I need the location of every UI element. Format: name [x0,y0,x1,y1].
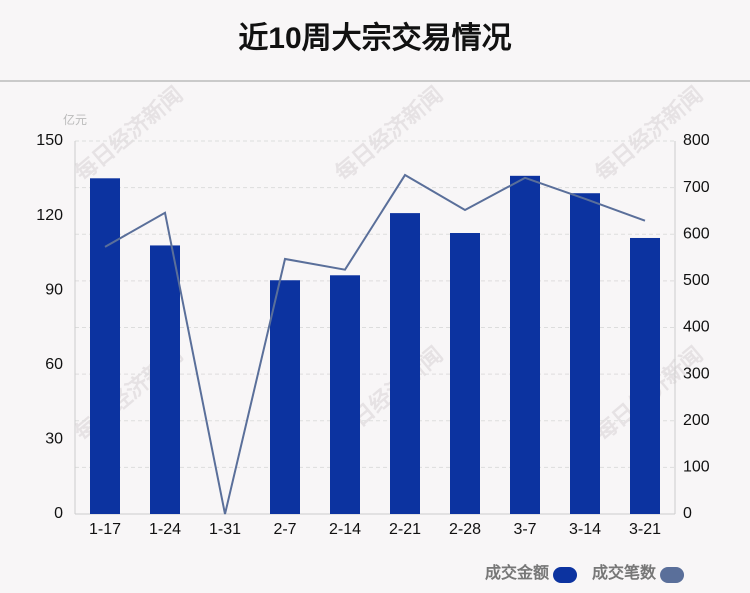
x-tick-label: 2-28 [449,521,481,538]
y-unit: 亿元 [63,112,87,127]
y2-tick-label: 400 [683,319,710,336]
y2-tick-label: 0 [683,505,692,522]
y2-tick-label: 500 [683,272,710,289]
legend-swatch [553,567,578,583]
y2-tick-label: 700 [683,179,710,196]
bar [390,213,420,514]
bar [510,175,540,514]
y2-tick-label: 800 [683,132,710,149]
legend-swatch [660,567,685,583]
y-tick-label: 60 [45,356,63,373]
bar [570,193,600,514]
legend-label: 成交金额 [485,563,549,582]
x-tick-label: 1-31 [209,521,241,538]
y2-tick-label: 100 [683,459,710,476]
bar [450,233,480,515]
y-tick-label: 30 [45,431,63,448]
x-tick-label: 2-14 [329,521,361,538]
bar [630,237,660,515]
chart-title: 近10周大宗交易情况 [238,21,511,55]
x-tick-label: 3-14 [569,521,601,538]
x-tick-label: 3-21 [629,521,661,538]
bar [90,178,120,515]
y2-tick-label: 300 [683,365,710,382]
bar [150,245,180,514]
x-tick-label: 1-24 [149,521,181,538]
line [104,173,646,515]
y2-tick-label: 200 [683,412,710,429]
x-tick-label: 3-7 [513,521,536,538]
legend-label: 成交笔数 [592,563,657,582]
x-tick-label: 1-17 [89,521,121,538]
bar [270,280,300,514]
bar [330,275,360,514]
y-tick-label: 120 [36,207,63,224]
x-tick-label: 2-21 [389,521,421,538]
x-tick-label: 2-7 [273,521,296,538]
y-tick-label: 0 [54,505,63,522]
y-tick-label: 90 [45,281,63,298]
y2-tick-label: 600 [683,225,710,242]
y-tick-label: 150 [36,132,63,149]
